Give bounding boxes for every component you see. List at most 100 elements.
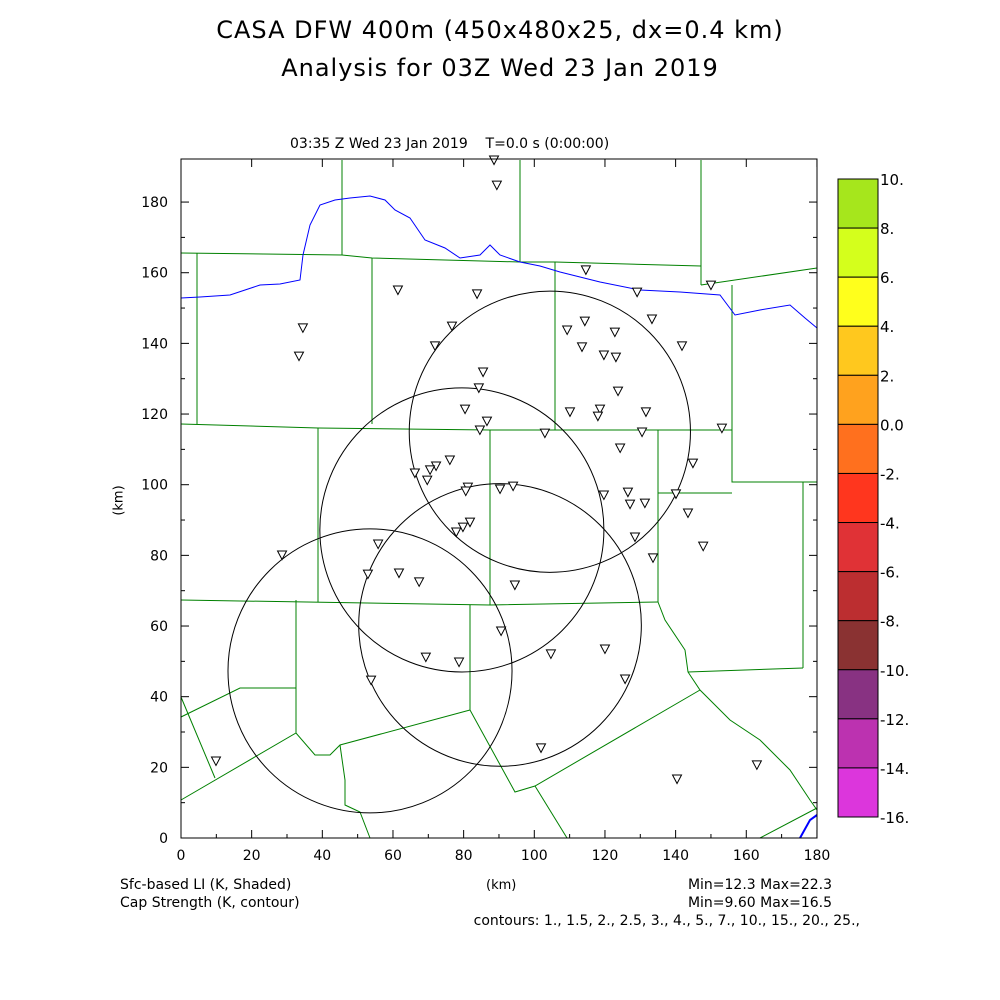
station-marker bbox=[293, 351, 305, 362]
station-marker bbox=[687, 458, 699, 469]
station-marker bbox=[598, 490, 610, 501]
y-tick-label: 120 bbox=[141, 407, 168, 423]
station-marker bbox=[446, 321, 458, 332]
station-marker bbox=[751, 760, 763, 771]
station-marker bbox=[481, 416, 493, 427]
station-marker bbox=[459, 404, 471, 415]
station-marker bbox=[491, 180, 503, 191]
x-tick-label: 60 bbox=[384, 848, 402, 864]
station-marker bbox=[599, 644, 611, 655]
radar-ring bbox=[408, 290, 691, 573]
station-marker bbox=[474, 425, 486, 436]
title-line-2: Analysis for 03Z Wed 23 Jan 2019 bbox=[281, 54, 719, 82]
station-marker bbox=[697, 541, 709, 552]
station-marker bbox=[457, 522, 469, 533]
radar-ring bbox=[319, 387, 605, 673]
station-marker bbox=[594, 404, 606, 415]
station-marker bbox=[640, 407, 652, 418]
station-marker bbox=[636, 427, 648, 438]
contour-field-label: Cap Strength (K, contour) bbox=[120, 895, 300, 911]
station-marker bbox=[471, 289, 483, 300]
station-marker bbox=[210, 756, 222, 767]
station-marker bbox=[495, 626, 507, 637]
station-marker bbox=[464, 517, 476, 528]
x-tick-label: 120 bbox=[592, 848, 619, 864]
station-marker bbox=[561, 325, 573, 336]
station-marker bbox=[629, 532, 641, 543]
station-marker bbox=[670, 489, 682, 500]
colorbar-label: 2. bbox=[880, 367, 894, 385]
y-tick-label: 160 bbox=[141, 266, 168, 282]
colorbar-label: -12. bbox=[880, 711, 909, 729]
y-tick-label: 140 bbox=[141, 336, 168, 352]
colorbar: 10. 8. 6. 4. 2. 0.0 -2. -4. -6. -8. -10. -12. -14. -1… bbox=[837, 171, 909, 827]
colorbar-bin bbox=[837, 522, 879, 573]
x-tick-label: 0 bbox=[177, 848, 186, 864]
colorbar-label: 6. bbox=[880, 269, 894, 287]
station-marker bbox=[622, 487, 634, 498]
y-tick-label: 20 bbox=[150, 760, 168, 776]
colorbar-bin bbox=[837, 571, 879, 622]
stations bbox=[210, 155, 763, 785]
station-marker bbox=[646, 314, 658, 325]
station-marker bbox=[535, 743, 547, 754]
colorbar-label: 10. bbox=[880, 171, 904, 189]
colorbar-bin bbox=[837, 767, 879, 818]
y-tick-label: 0 bbox=[159, 831, 168, 847]
station-marker bbox=[614, 443, 626, 454]
colorbar-bin bbox=[837, 423, 879, 474]
colorbar-bin bbox=[837, 472, 879, 524]
station-marker bbox=[507, 481, 519, 492]
colorbar-bin bbox=[837, 620, 879, 671]
station-marker bbox=[393, 568, 405, 579]
x-axis-label: (km) bbox=[486, 878, 517, 893]
y-tick-label: 80 bbox=[150, 548, 168, 564]
colorbar-label: -10. bbox=[880, 662, 909, 680]
radar-rings bbox=[227, 290, 691, 814]
station-marker bbox=[429, 341, 441, 352]
colorbar-bin bbox=[837, 718, 879, 769]
x-tick-label: 40 bbox=[313, 848, 331, 864]
station-marker bbox=[576, 342, 588, 353]
y-tick-label: 100 bbox=[141, 478, 168, 494]
station-marker bbox=[413, 577, 425, 588]
axes: 0 20 40 60 80 100 120 140 160 180 0 20 40 60 80 100 120 1… bbox=[141, 159, 830, 864]
station-marker bbox=[509, 580, 521, 591]
station-marker bbox=[276, 550, 288, 561]
station-marker bbox=[564, 407, 576, 418]
station-marker bbox=[682, 508, 694, 519]
station-marker bbox=[619, 674, 631, 685]
station-marker bbox=[450, 527, 462, 538]
x-tick-label: 20 bbox=[243, 848, 261, 864]
station-marker bbox=[362, 569, 374, 580]
station-marker bbox=[421, 475, 433, 486]
station-marker bbox=[392, 285, 404, 296]
station-marker bbox=[477, 367, 489, 378]
y-axis-label: (km) bbox=[111, 485, 127, 516]
y-tick-label: 40 bbox=[150, 690, 168, 706]
station-marker bbox=[598, 350, 610, 361]
x-tick-label: 160 bbox=[733, 848, 760, 864]
shaded-field-label: Sfc-based LI (K, Shaded) bbox=[120, 877, 292, 893]
station-marker bbox=[592, 411, 604, 422]
station-marker bbox=[716, 423, 728, 434]
station-marker bbox=[545, 649, 557, 660]
station-marker bbox=[580, 265, 592, 276]
station-marker bbox=[424, 465, 436, 476]
y-tick-label: 60 bbox=[150, 619, 168, 635]
station-marker bbox=[631, 287, 643, 298]
station-marker bbox=[624, 499, 636, 510]
station-marker bbox=[639, 498, 651, 509]
colorbar-label: -4. bbox=[880, 515, 900, 533]
station-marker bbox=[647, 553, 659, 564]
colorbar-label: -14. bbox=[880, 760, 909, 778]
rivers bbox=[180, 195, 818, 839]
station-marker bbox=[612, 386, 624, 397]
x-tick-label: 140 bbox=[662, 848, 689, 864]
colorbar-label: 4. bbox=[880, 318, 894, 336]
colorbar-label: -8. bbox=[880, 613, 900, 631]
colorbar-label: -2. bbox=[880, 465, 900, 483]
y-tick-label: 180 bbox=[141, 195, 168, 211]
